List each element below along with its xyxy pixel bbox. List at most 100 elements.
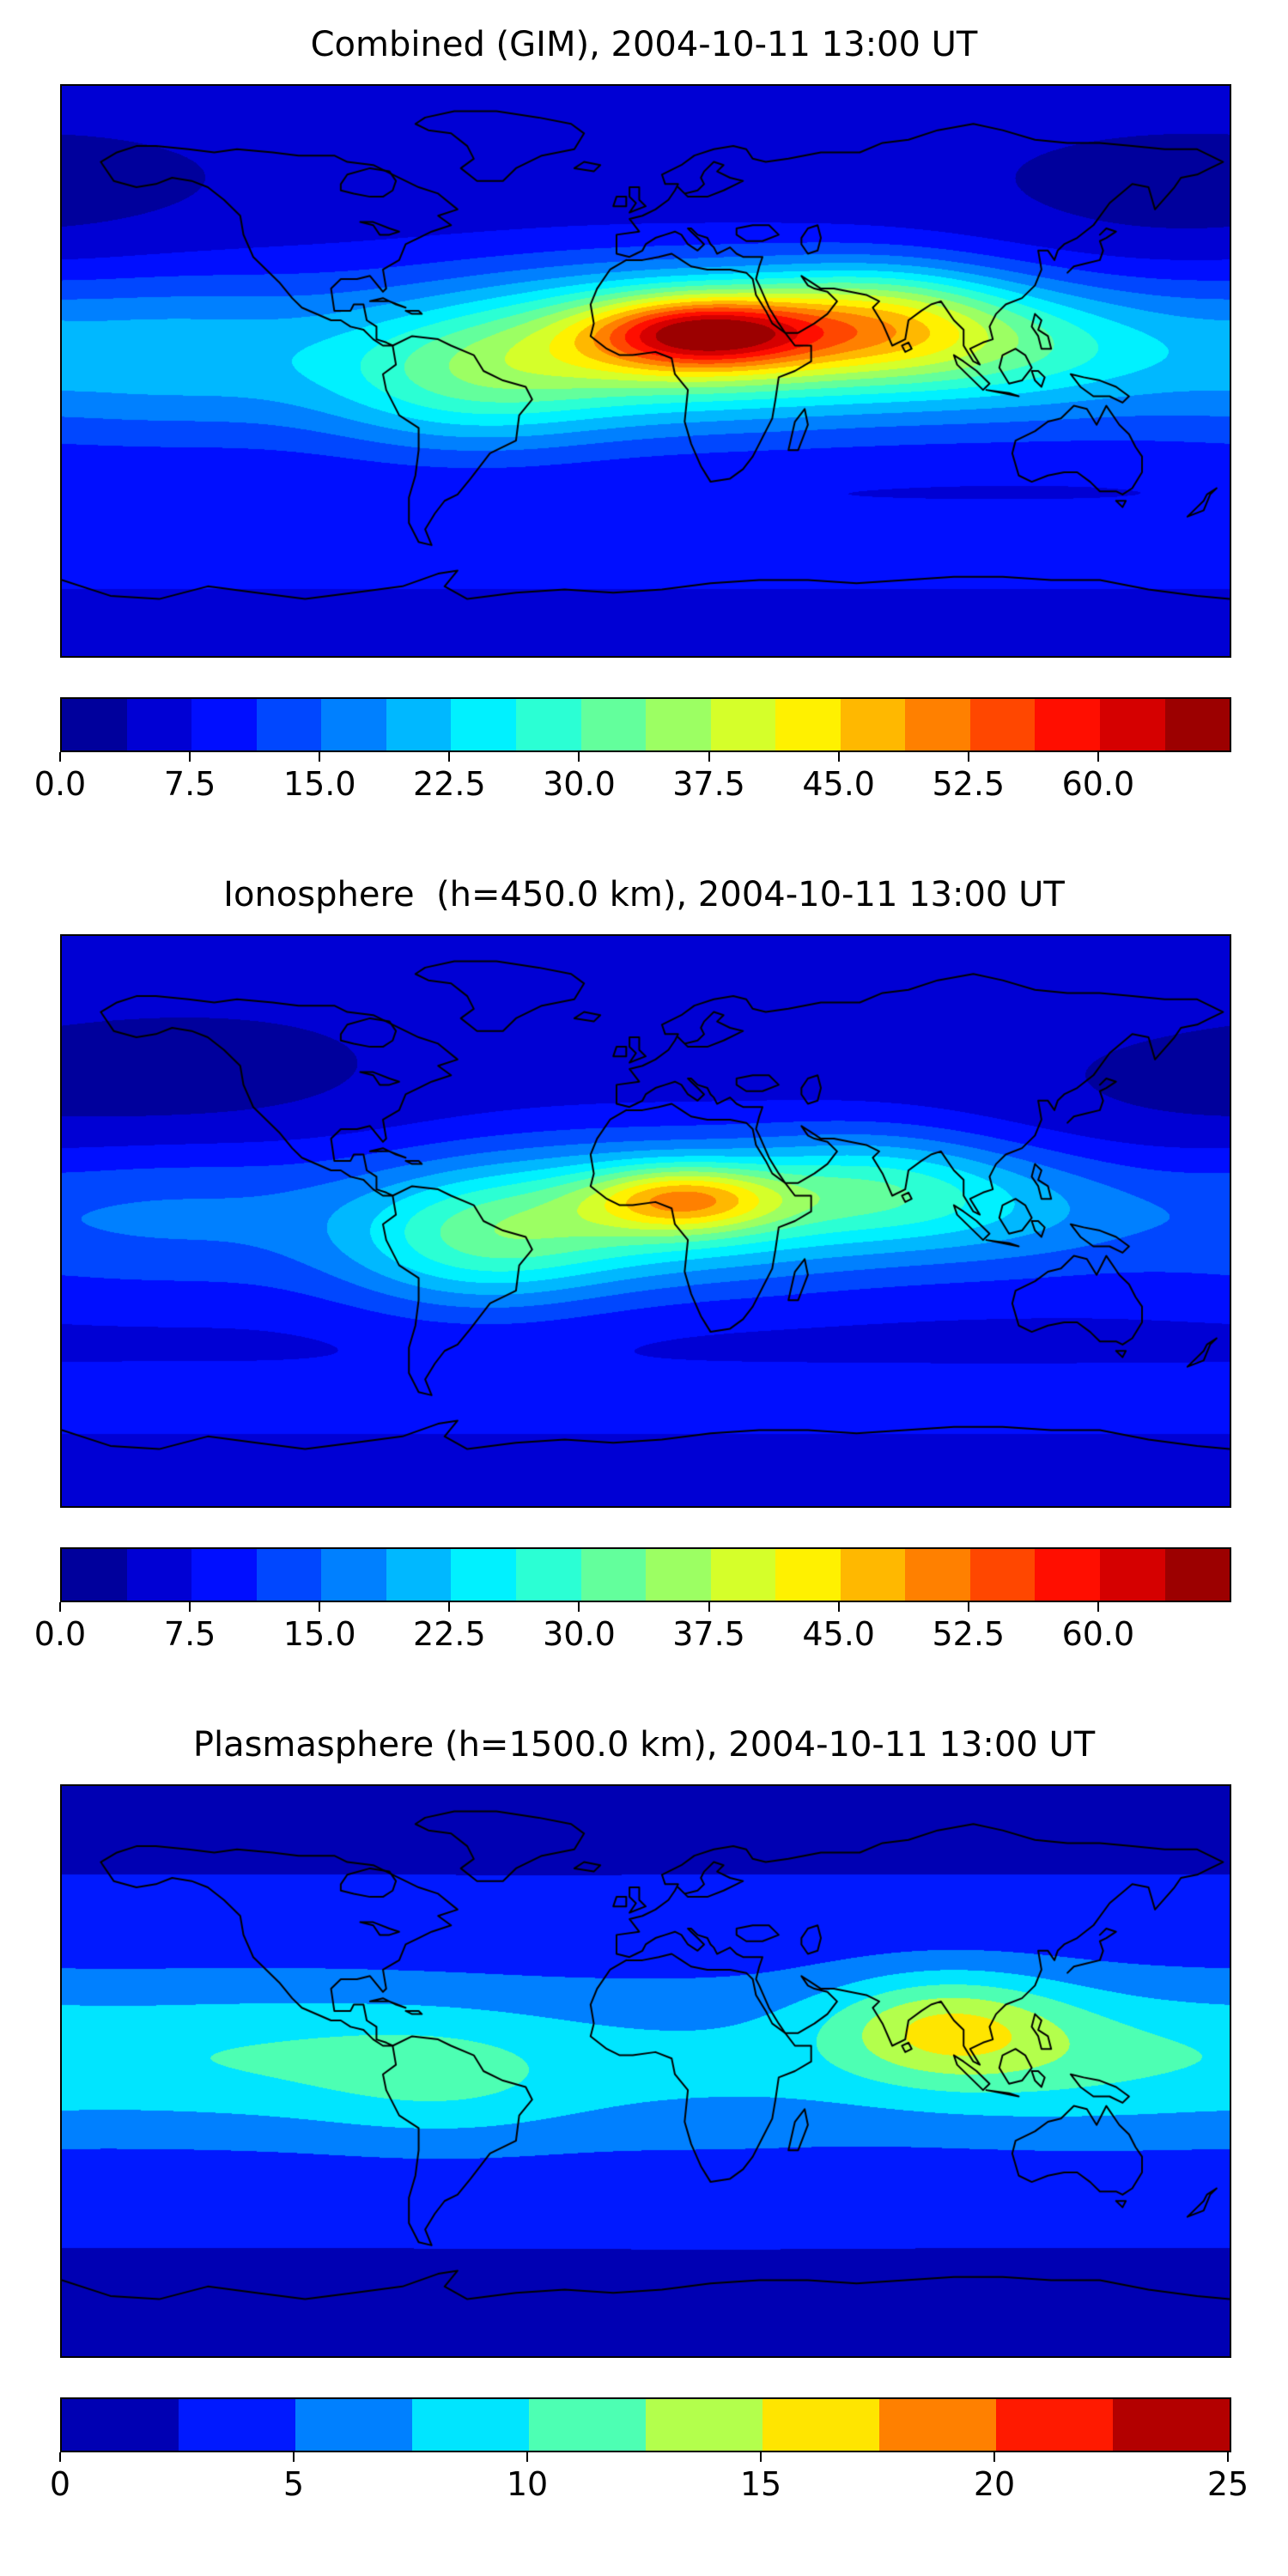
- panel-title-plasmasphere: Plasmasphere (h=1500.0 km), 2004-10-11 1…: [192, 1725, 1096, 1765]
- colorbar-tick-label: 60.0: [1061, 765, 1135, 803]
- colorbar-tick: [319, 752, 321, 762]
- colorbar-ticks-ionosphere: 0.0 7.5 15.0 22.5 30.0 37.5 45.0 52.5 60.0: [34, 1602, 1228, 1662]
- colorbar-segment: [996, 2399, 1113, 2451]
- colorbar-segment: [179, 2399, 295, 2451]
- colorbar-tick: [708, 752, 710, 762]
- colorbar-tick-label: 45.0: [802, 765, 875, 803]
- colorbar-tick: [1097, 1602, 1099, 1612]
- colorbar-segment: [62, 1549, 127, 1601]
- colorbar-tick-label: 52.5: [932, 765, 1005, 803]
- colorbar-tick-label: 52.5: [932, 1615, 1005, 1653]
- colorbar-segment: [580, 699, 647, 750]
- colorbar-segment: [1035, 1549, 1100, 1601]
- colorbar-segment: [646, 2399, 762, 2451]
- colorbar-tick-label: 15.0: [283, 765, 356, 803]
- world-map-canvas-combined: [62, 86, 1230, 656]
- colorbar-tick: [59, 2452, 61, 2462]
- colorbar-segment: [775, 1549, 841, 1601]
- colorbar-tick-label: 7.5: [163, 1615, 216, 1653]
- colorbar-tick-label: 25: [1206, 2465, 1249, 2503]
- colorbar-tick: [837, 752, 840, 762]
- colorbar-segment: [321, 1549, 386, 1601]
- colorbar-tick: [189, 1602, 191, 1612]
- colorbar-segment: [412, 2399, 529, 2451]
- colorbar-ticks-combined: 0.0 7.5 15.0 22.5 30.0 37.5 45.0 52.5 60.0: [34, 752, 1228, 812]
- colorbar-segment: [1100, 1549, 1165, 1601]
- colorbar-tick: [59, 752, 61, 762]
- colorbar-tick: [448, 752, 451, 762]
- panel-plasmasphere: Plasmasphere (h=1500.0 km), 2004-10-11 1…: [0, 1722, 1288, 2512]
- colorbar-tick: [578, 1602, 580, 1612]
- colorbar-tick-label: 30.0: [543, 1615, 616, 1653]
- colorbar-tick-label: 10: [506, 2465, 549, 2503]
- colorbar-segment: [256, 699, 322, 750]
- colorbar-segment: [126, 699, 192, 750]
- colorbar-tick-label: 60.0: [1061, 1615, 1135, 1653]
- panel-combined: Combined (GIM), 2004-10-11 13:00 UT 0.0 7…: [0, 22, 1288, 812]
- colorbar-segment: [646, 1549, 711, 1601]
- colorbar-segment: [969, 699, 1036, 750]
- colorbar-ticks-plasmasphere: 0 5 10 15 20 25: [50, 2452, 1249, 2512]
- colorbar-segment: [191, 699, 257, 750]
- colorbar-tick-label: 7.5: [163, 765, 216, 803]
- map-plasmasphere: [60, 1784, 1231, 2358]
- colorbar-tick-label: 0: [49, 2465, 71, 2503]
- colorbar-tick: [448, 1602, 451, 1612]
- colorbar-segment: [969, 1549, 1036, 1601]
- colorbar-segment: [191, 1549, 257, 1601]
- colorbar-segment: [879, 2399, 996, 2451]
- world-map-canvas-ionosphere: [62, 936, 1230, 1506]
- colorbar-segment: [386, 699, 452, 750]
- panel-ionosphere: Ionosphere (h=450.0 km), 2004-10-11 13:0…: [0, 872, 1288, 1662]
- colorbar-segment: [646, 699, 711, 750]
- colorbar-tick: [837, 1602, 840, 1612]
- colorbar-tick: [967, 1602, 969, 1612]
- colorbar-segment: [256, 1549, 322, 1601]
- colorbar-tick-label: 37.5: [672, 1615, 745, 1653]
- colorbar-segment: [321, 699, 386, 750]
- colorbar-segment: [1164, 699, 1230, 750]
- colorbar-tick-label: 37.5: [672, 765, 745, 803]
- colorbar-tick-label: 22.5: [413, 765, 486, 803]
- colorbar-tick-label: 15: [739, 2465, 782, 2503]
- colorbar-segment: [840, 699, 906, 750]
- colorbar-segment: [529, 2399, 646, 2451]
- colorbar-segment: [386, 1549, 452, 1601]
- colorbar-tick: [293, 2452, 295, 2462]
- colorbar-segment: [762, 2399, 879, 2451]
- colorbar-tick: [967, 752, 969, 762]
- panel-title-combined: Combined (GIM), 2004-10-11 13:00 UT: [310, 25, 978, 64]
- colorbar-segment: [62, 699, 127, 750]
- colorbar-tick-label: 30.0: [543, 765, 616, 803]
- colorbar-tick: [59, 1602, 61, 1612]
- colorbar-tick-label: 20: [973, 2465, 1016, 2503]
- colorbar-tick-label: 0.0: [33, 1615, 87, 1653]
- colorbar-tick: [993, 2452, 995, 2462]
- colorbar-segment: [710, 699, 776, 750]
- colorbar-tick: [189, 752, 191, 762]
- colorbar-tick-label: 45.0: [802, 1615, 875, 1653]
- colorbar-tick-label: 22.5: [413, 1615, 486, 1653]
- panel-title-ionosphere: Ionosphere (h=450.0 km), 2004-10-11 13:0…: [223, 875, 1065, 914]
- colorbar-segment: [515, 699, 581, 750]
- colorbar-tick-label: 0.0: [33, 765, 87, 803]
- colorbar-segment: [515, 1549, 581, 1601]
- world-map-canvas-plasmasphere: [62, 1786, 1230, 2356]
- map-combined: [60, 84, 1231, 658]
- colorbar-segment: [905, 699, 970, 750]
- colorbar-combined: [60, 697, 1231, 752]
- colorbar-segment: [905, 1549, 970, 1601]
- colorbar-segment: [1113, 2399, 1230, 2451]
- colorbar-segment: [840, 1549, 906, 1601]
- colorbar-tick: [708, 1602, 710, 1612]
- map-ionosphere: [60, 934, 1231, 1508]
- colorbar-segment: [710, 1549, 776, 1601]
- colorbar-tick-label: 15.0: [283, 1615, 356, 1653]
- colorbar-segment: [1100, 699, 1165, 750]
- colorbar-segment: [775, 699, 841, 750]
- colorbar-tick: [526, 2452, 528, 2462]
- colorbar-tick: [760, 2452, 762, 2462]
- colorbar-segment: [1035, 699, 1100, 750]
- colorbar-segment: [62, 2399, 179, 2451]
